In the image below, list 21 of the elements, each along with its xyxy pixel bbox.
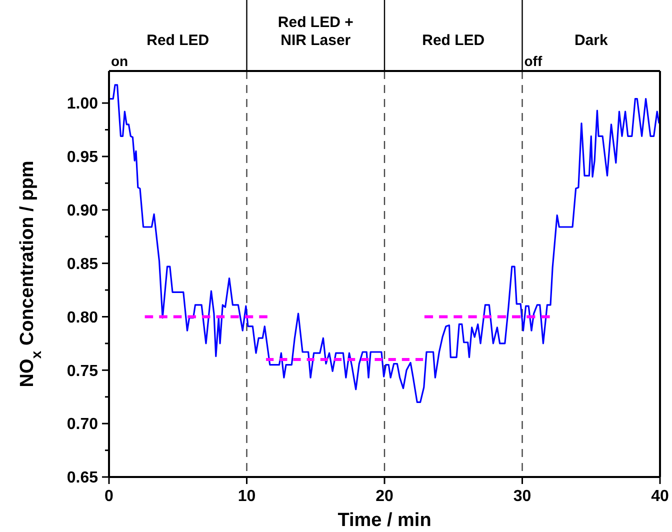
text: Red LED (422, 32, 485, 49)
x-tick-label: 40 (651, 488, 669, 505)
x-axis-title: Time / min (338, 510, 432, 531)
y-tick-label: 0.75 (66, 362, 98, 380)
y-tick-label: 0.65 (66, 470, 98, 487)
x-tick-label: 20 (376, 488, 394, 505)
y-tick-label: 0.95 (66, 149, 98, 166)
y-tick-label: 0.85 (66, 256, 98, 273)
text: off (524, 53, 542, 69)
line-series (109, 84, 660, 404)
text: on (111, 53, 128, 69)
y-tick-label: 1.00 (66, 96, 98, 113)
text: Dark (574, 32, 608, 49)
y-tick-label: 0.70 (66, 416, 98, 434)
y-tick-label: 0.80 (66, 309, 98, 326)
y-tick-label: 0.90 (66, 202, 98, 220)
x-tick-label: 30 (513, 488, 532, 505)
text: Red LED + NIR Laser (278, 14, 354, 49)
x-tick-label: 0 (104, 488, 114, 505)
text: Red LED (146, 32, 210, 49)
x-tick-label: 10 (238, 488, 256, 505)
